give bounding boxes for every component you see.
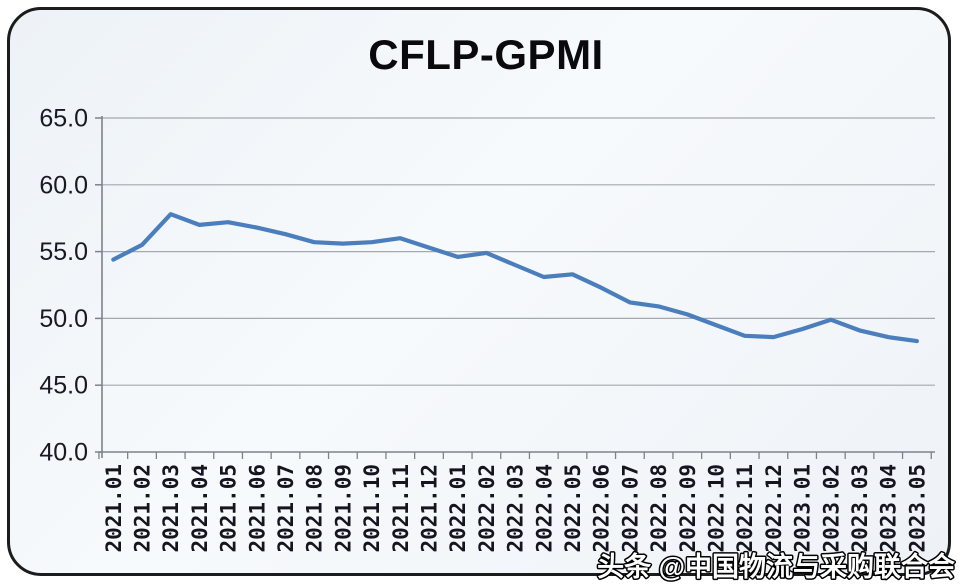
x-tick-label: 2021.03 (159, 464, 183, 553)
x-axis-labels: 2021.01 2021.02 2021.03 2021.04 2021.05 2021.… (102, 464, 930, 553)
x-tick-label: 2022.08 (647, 464, 671, 553)
x-tick-label: 2023.05 (905, 464, 929, 553)
x-tick-label: 2021.04 (188, 464, 212, 553)
y-tick-label: 65.0 (39, 105, 88, 133)
x-tick-label: 2022.10 (705, 464, 729, 553)
chart-frame (7, 7, 951, 576)
x-tick-label: 2023.02 (819, 464, 843, 553)
x-tick-label: 2022.05 (561, 464, 585, 553)
x-tick-label: 2021.10 (360, 464, 384, 553)
x-tick-label: 2023.04 (877, 464, 901, 553)
y-tick-label: 50.0 (39, 305, 88, 333)
watermark: 头条 @中国物流与采购联合会 (597, 551, 955, 582)
axes (99, 116, 935, 458)
x-tick-label: 2021.01 (102, 464, 126, 553)
y-tick-label: 60.0 (39, 171, 88, 199)
y-tick-label: 40.0 (39, 439, 88, 467)
gridlines (102, 117, 935, 386)
y-axis-ticks (95, 117, 102, 453)
x-tick-label: 2021.07 (274, 464, 298, 553)
x-tick-label: 2021.11 (389, 464, 413, 553)
x-tick-label: 2021.02 (131, 464, 155, 553)
x-tick-label: 2021.08 (303, 464, 327, 553)
x-tick-label: 2022.04 (532, 464, 556, 553)
x-tick-label: 2021.09 (331, 464, 355, 553)
x-tick-label: 2022.03 (504, 464, 528, 553)
y-tick-label: 45.0 (39, 372, 88, 400)
x-tick-label: 2022.02 (475, 464, 499, 553)
x-tick-label: 2022.07 (618, 464, 642, 553)
chart-title: CFLP-GPMI (368, 31, 604, 78)
x-tick-label: 2023.03 (848, 464, 872, 553)
x-tick-label: 2022.12 (762, 464, 786, 553)
y-axis-labels: 65.0 60.0 55.0 50.0 45.0 40.0 (39, 105, 88, 467)
x-tick-label: 2021.06 (245, 464, 269, 553)
y-tick-label: 55.0 (39, 238, 88, 266)
x-tick-label: 2023.01 (791, 464, 815, 553)
x-tick-label: 2022.11 (733, 464, 757, 553)
x-tick-label: 2022.09 (676, 464, 700, 553)
x-axis-ticks (98, 452, 932, 459)
x-tick-label: 2022.01 (446, 464, 470, 553)
pmi-line-series (111, 212, 919, 344)
x-tick-label: 2021.12 (418, 464, 442, 553)
x-tick-label: 2021.05 (217, 464, 241, 553)
x-tick-label: 2022.06 (590, 464, 614, 553)
